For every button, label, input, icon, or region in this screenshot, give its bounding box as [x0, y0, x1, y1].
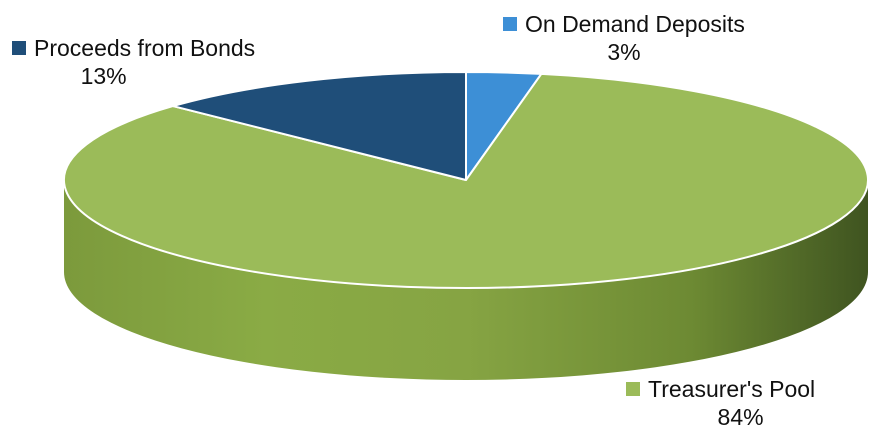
label-proceeds-from-bonds: Proceeds from Bonds 13% — [12, 34, 255, 90]
legend-swatch-on-demand-deposits — [503, 17, 517, 31]
label-name-on-demand-deposits: On Demand Deposits — [525, 11, 745, 37]
label-percent-on-demand-deposits: 3% — [607, 39, 641, 65]
legend-swatch-treasurers-pool — [626, 382, 640, 396]
pie-slice-proceeds-from-bonds — [171, 71, 467, 181]
label-percent-treasurers-pool: 84% — [717, 404, 764, 430]
legend-swatch-proceeds-from-bonds — [12, 41, 26, 55]
label-name-treasurers-pool: Treasurer's Pool — [648, 376, 816, 402]
pie-side-treasurer-s-pool — [64, 180, 868, 380]
label-treasurers-pool: Treasurer's Pool 84% — [626, 375, 815, 431]
label-on-demand-deposits: On Demand Deposits 3% — [503, 10, 745, 66]
label-percent-proceeds-from-bonds: 13% — [80, 63, 127, 89]
pie-sides — [64, 180, 868, 380]
pie-tops — [63, 71, 869, 289]
label-name-proceeds-from-bonds: Proceeds from Bonds — [34, 35, 256, 61]
